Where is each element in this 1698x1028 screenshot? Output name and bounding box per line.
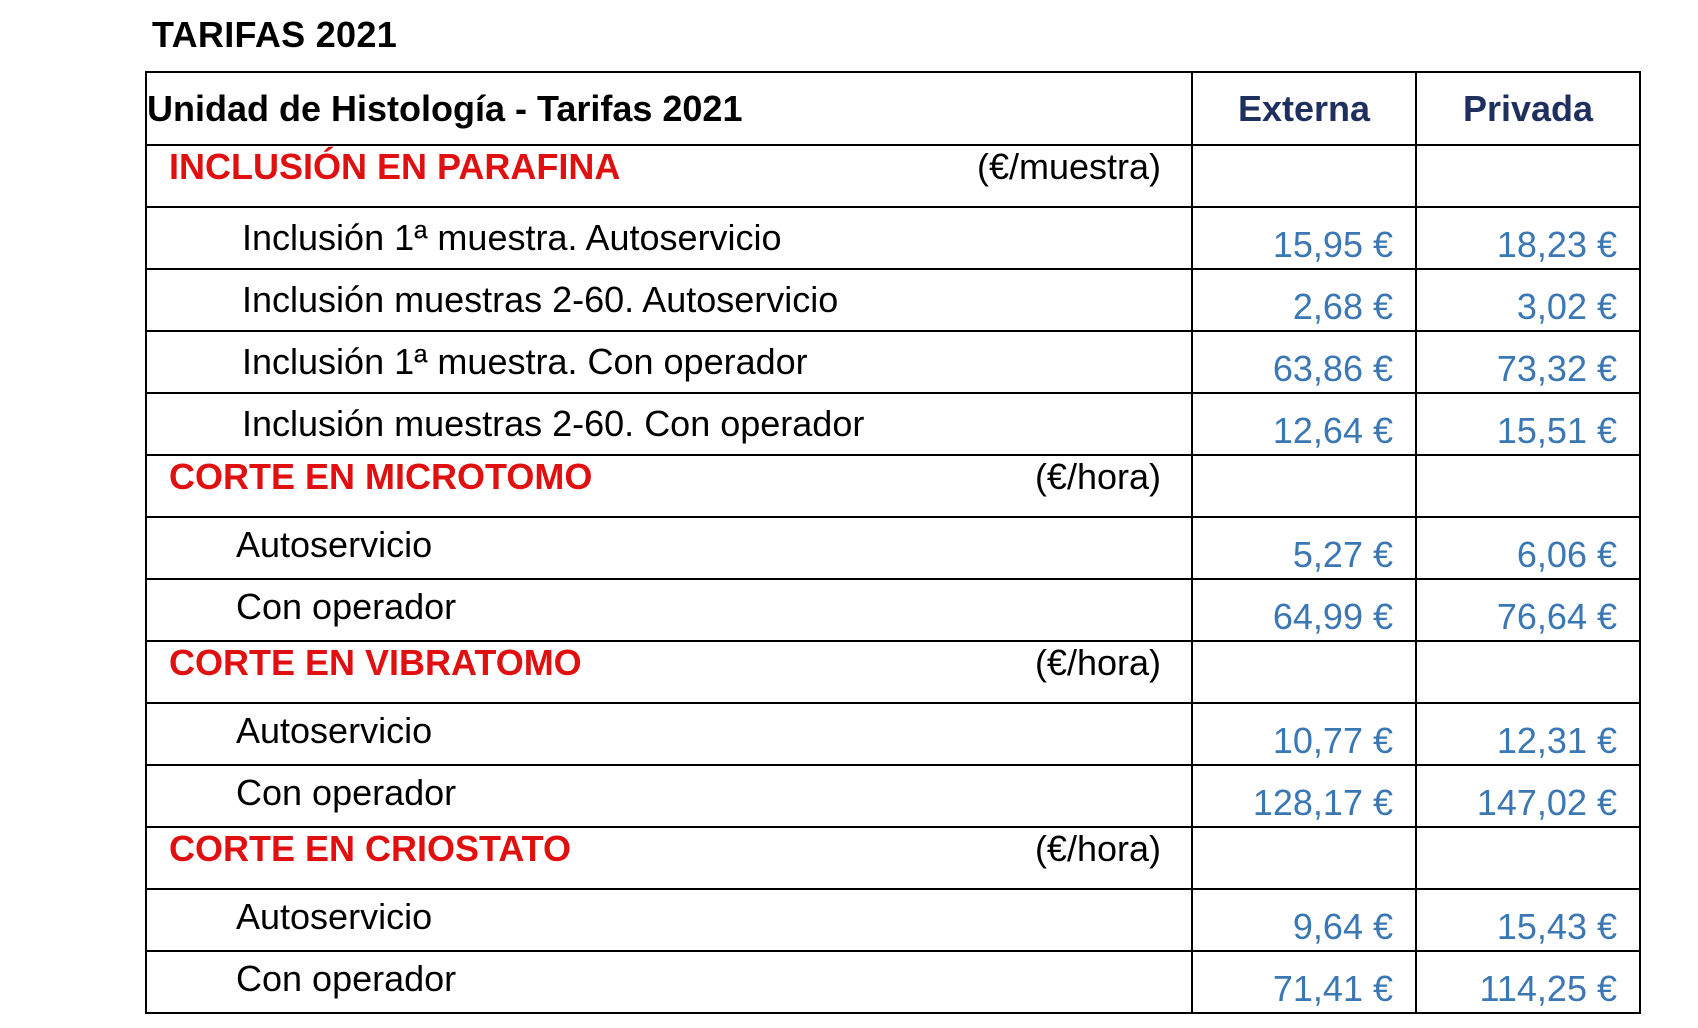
- row-description: Autoservicio: [145, 516, 1193, 580]
- section-row-corte-vibratomo: CORTE EN VIBRATOMO (€/hora): [145, 640, 1641, 704]
- row-description: Inclusión muestras 2-60. Con operador: [145, 392, 1193, 456]
- price-privada: 76,64 €: [1415, 578, 1641, 642]
- price-privada: 15,43 €: [1415, 888, 1641, 952]
- empty-cell: [1415, 454, 1641, 518]
- row-description: Autoservicio: [145, 888, 1193, 952]
- table-row: Con operador 71,41 € 114,25 €: [145, 950, 1641, 1014]
- empty-cell: [1191, 826, 1417, 890]
- empty-cell: [1415, 640, 1641, 704]
- price-externa: 63,86 €: [1191, 330, 1417, 394]
- row-description: Con operador: [145, 950, 1193, 1014]
- section-unit: (€/hora): [1034, 828, 1161, 869]
- section-title: CORTE EN VIBRATOMO: [169, 642, 582, 683]
- table-row: Inclusión 1ª muestra. Con operador 63,86…: [145, 330, 1641, 394]
- section-row-corte-microtomo: CORTE EN MICROTOMO (€/hora): [145, 454, 1641, 518]
- section-title: CORTE EN CRIOSTATO: [169, 828, 572, 869]
- empty-cell: [1415, 144, 1641, 208]
- row-description: Inclusión 1ª muestra. Con operador: [145, 330, 1193, 394]
- price-privada: 18,23 €: [1415, 206, 1641, 270]
- table-row: Con operador 128,17 € 147,02 €: [145, 764, 1641, 828]
- price-externa: 9,64 €: [1191, 888, 1417, 952]
- price-externa: 128,17 €: [1191, 764, 1417, 828]
- column-header-externa: Externa: [1191, 71, 1417, 146]
- table-row: Autoservicio 5,27 € 6,06 €: [145, 516, 1641, 580]
- price-privada: 3,02 €: [1415, 268, 1641, 332]
- price-externa: 71,41 €: [1191, 950, 1417, 1014]
- table-title: Unidad de Histología - Tarifas 2021: [145, 71, 1193, 146]
- section-title: CORTE EN MICROTOMO: [169, 456, 593, 497]
- empty-cell: [1191, 640, 1417, 704]
- section-unit: (€/hora): [1034, 642, 1161, 683]
- column-header-privada: Privada: [1415, 71, 1641, 146]
- section-unit: (€/muestra): [976, 146, 1161, 187]
- document-title: TARIFAS 2021: [152, 14, 398, 55]
- price-externa: 12,64 €: [1191, 392, 1417, 456]
- empty-cell: [1191, 144, 1417, 208]
- row-description: Con operador: [145, 764, 1193, 828]
- row-description: Inclusión muestras 2-60. Autoservicio: [145, 268, 1193, 332]
- price-privada: 73,32 €: [1415, 330, 1641, 394]
- price-privada: 114,25 €: [1415, 950, 1641, 1014]
- section-row-inclusion-parafina: INCLUSIÓN EN PARAFINA (€/muestra): [145, 144, 1641, 208]
- price-privada: 15,51 €: [1415, 392, 1641, 456]
- table-row: Con operador 64,99 € 76,64 €: [145, 578, 1641, 642]
- price-externa: 10,77 €: [1191, 702, 1417, 766]
- price-privada: 12,31 €: [1415, 702, 1641, 766]
- table-row: Autoservicio 9,64 € 15,43 €: [145, 888, 1641, 952]
- price-externa: 2,68 €: [1191, 268, 1417, 332]
- empty-cell: [1415, 826, 1641, 890]
- price-externa: 5,27 €: [1191, 516, 1417, 580]
- table-header-row: Unidad de Histología - Tarifas 2021 Exte…: [145, 71, 1641, 146]
- row-description: Con operador: [145, 578, 1193, 642]
- price-privada: 6,06 €: [1415, 516, 1641, 580]
- table-row: Inclusión muestras 2-60. Autoservicio 2,…: [145, 268, 1641, 332]
- table-row: Inclusión 1ª muestra. Autoservicio 15,95…: [145, 206, 1641, 270]
- tariffs-table: Unidad de Histología - Tarifas 2021 Exte…: [145, 71, 1641, 1014]
- price-externa: 15,95 €: [1191, 206, 1417, 270]
- empty-cell: [1191, 454, 1417, 518]
- price-privada: 147,02 €: [1415, 764, 1641, 828]
- section-row-corte-criostato: CORTE EN CRIOSTATO (€/hora): [145, 826, 1641, 890]
- table-row: Inclusión muestras 2-60. Con operador 12…: [145, 392, 1641, 456]
- table-row: Autoservicio 10,77 € 12,31 €: [145, 702, 1641, 766]
- section-unit: (€/hora): [1034, 456, 1161, 497]
- section-title: INCLUSIÓN EN PARAFINA: [169, 146, 621, 187]
- row-description: Inclusión 1ª muestra. Autoservicio: [145, 206, 1193, 270]
- price-externa: 64,99 €: [1191, 578, 1417, 642]
- row-description: Autoservicio: [145, 702, 1193, 766]
